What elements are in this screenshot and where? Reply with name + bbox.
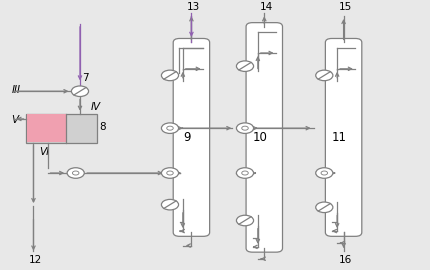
- Circle shape: [72, 171, 79, 175]
- Circle shape: [316, 202, 333, 212]
- Circle shape: [161, 200, 178, 210]
- FancyBboxPatch shape: [26, 114, 97, 143]
- Text: 12: 12: [29, 255, 42, 265]
- Circle shape: [237, 61, 254, 72]
- Circle shape: [161, 123, 178, 133]
- Circle shape: [242, 171, 248, 175]
- FancyBboxPatch shape: [173, 38, 210, 236]
- Circle shape: [316, 168, 333, 178]
- Text: 7: 7: [82, 73, 89, 83]
- Circle shape: [71, 86, 89, 96]
- Circle shape: [67, 168, 84, 178]
- Text: V: V: [12, 115, 18, 125]
- Text: VI: VI: [39, 147, 49, 157]
- Text: 13: 13: [187, 2, 200, 12]
- FancyBboxPatch shape: [326, 38, 362, 236]
- Circle shape: [237, 168, 254, 178]
- FancyBboxPatch shape: [246, 23, 283, 252]
- Text: 15: 15: [339, 2, 352, 12]
- FancyBboxPatch shape: [27, 114, 66, 142]
- Text: 11: 11: [332, 131, 347, 144]
- Circle shape: [321, 171, 328, 175]
- Circle shape: [237, 123, 254, 133]
- Text: 10: 10: [252, 131, 267, 144]
- Text: IV: IV: [91, 102, 101, 112]
- Circle shape: [167, 171, 173, 175]
- Text: III: III: [12, 85, 20, 95]
- Circle shape: [316, 70, 333, 81]
- Circle shape: [237, 215, 254, 226]
- Circle shape: [161, 168, 178, 178]
- Circle shape: [242, 126, 248, 130]
- Text: 9: 9: [183, 131, 191, 144]
- Text: 16: 16: [339, 255, 352, 265]
- Circle shape: [161, 70, 178, 81]
- Circle shape: [167, 126, 173, 130]
- Text: 8: 8: [99, 122, 106, 132]
- Text: 14: 14: [260, 2, 273, 12]
